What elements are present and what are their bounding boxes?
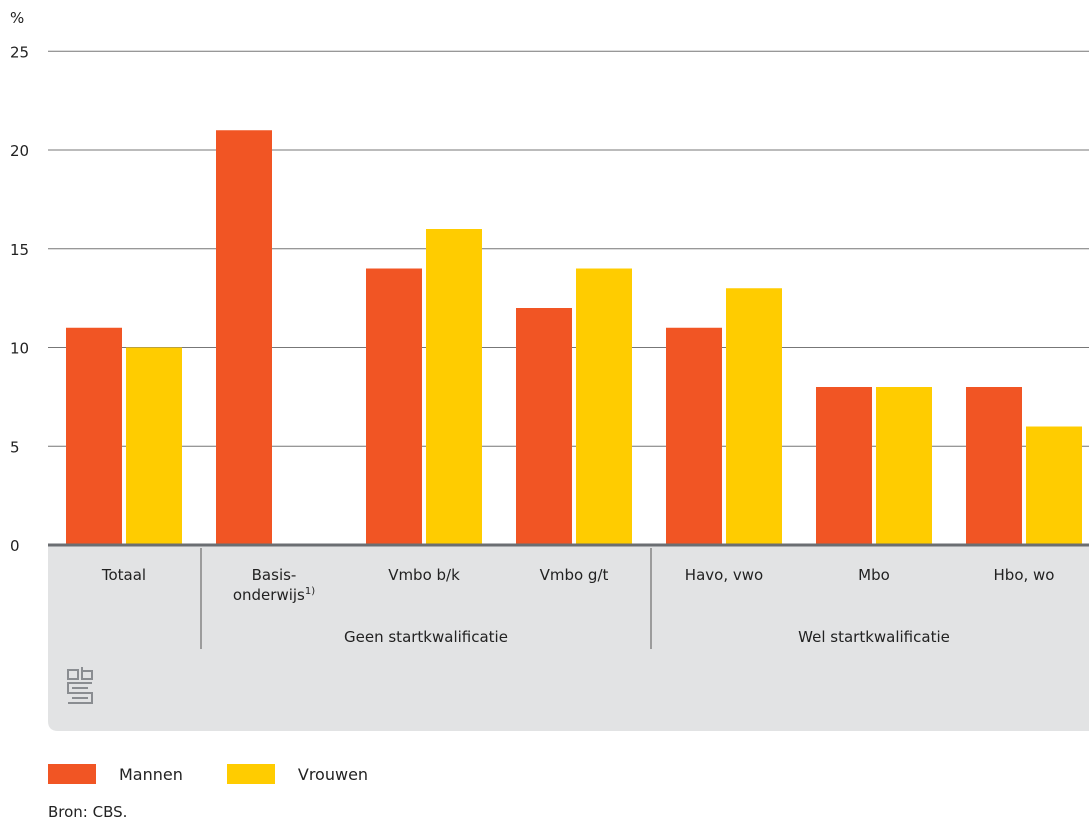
group-labels: Geen startkwalificatie Wel startkwalifica… xyxy=(344,628,950,646)
category-label: onderwijs1) xyxy=(233,586,315,604)
bar-chart: 0 5 10 15 20 25 % Totaal Basis-onderwijs1) Vmbo… xyxy=(10,9,1089,731)
legend-label-vrouwen: Vrouwen xyxy=(297,764,369,784)
bar-mannen xyxy=(966,387,1022,545)
bar-mannen xyxy=(216,130,272,545)
legend-swatch-mannen xyxy=(48,764,96,784)
footnote-marker: 1) xyxy=(305,586,315,597)
source-note: Bron: CBS. xyxy=(48,803,128,821)
bar-mannen xyxy=(666,327,722,545)
legend-item-mannen: Mannen xyxy=(48,764,183,784)
bar-vrouwen xyxy=(726,288,782,545)
bar-mannen xyxy=(516,308,572,545)
y-axis: 0 5 10 15 20 25 xyxy=(10,43,29,555)
legend: Mannen Vrouwen xyxy=(48,764,412,784)
category-labels: Totaal Basis-onderwijs1) Vmbo b/k Vmbo g/t H… xyxy=(101,566,1055,604)
category-label: Totaal xyxy=(101,566,146,584)
y-tick-label: 5 xyxy=(10,438,20,456)
y-tick-label: 15 xyxy=(10,241,29,259)
category-label: Mbo xyxy=(858,566,890,584)
bar-vrouwen xyxy=(426,229,482,545)
y-tick-label: 0 xyxy=(10,537,20,555)
bars xyxy=(66,130,1082,545)
cbs-logo-icon xyxy=(67,667,93,704)
y-tick-label: 10 xyxy=(10,340,29,358)
bar-vrouwen xyxy=(1026,426,1082,545)
legend-label-mannen: Mannen xyxy=(119,764,183,784)
y-tick-label: 20 xyxy=(10,142,29,160)
y-tick-label: 25 xyxy=(10,43,29,61)
category-label: Havo, vwo xyxy=(685,566,763,584)
category-label: Hbo, wo xyxy=(994,566,1055,584)
y-axis-unit: % xyxy=(10,9,24,27)
category-label: Vmbo g/t xyxy=(540,566,609,584)
bar-mannen xyxy=(366,268,422,545)
group-label: Wel startkwalificatie xyxy=(798,628,950,646)
category-label: Vmbo b/k xyxy=(388,566,460,584)
bar-vrouwen xyxy=(576,268,632,545)
legend-item-vrouwen: Vrouwen xyxy=(226,764,369,784)
bar-mannen xyxy=(816,387,872,545)
group-label: Geen startkwalificatie xyxy=(344,628,508,646)
legend-swatch-vrouwen xyxy=(226,764,275,784)
bar-mannen xyxy=(66,327,122,545)
category-panel xyxy=(48,546,1089,731)
bar-vrouwen xyxy=(876,387,932,545)
category-label: Basis- xyxy=(252,566,297,584)
bar-vrouwen xyxy=(126,347,182,545)
